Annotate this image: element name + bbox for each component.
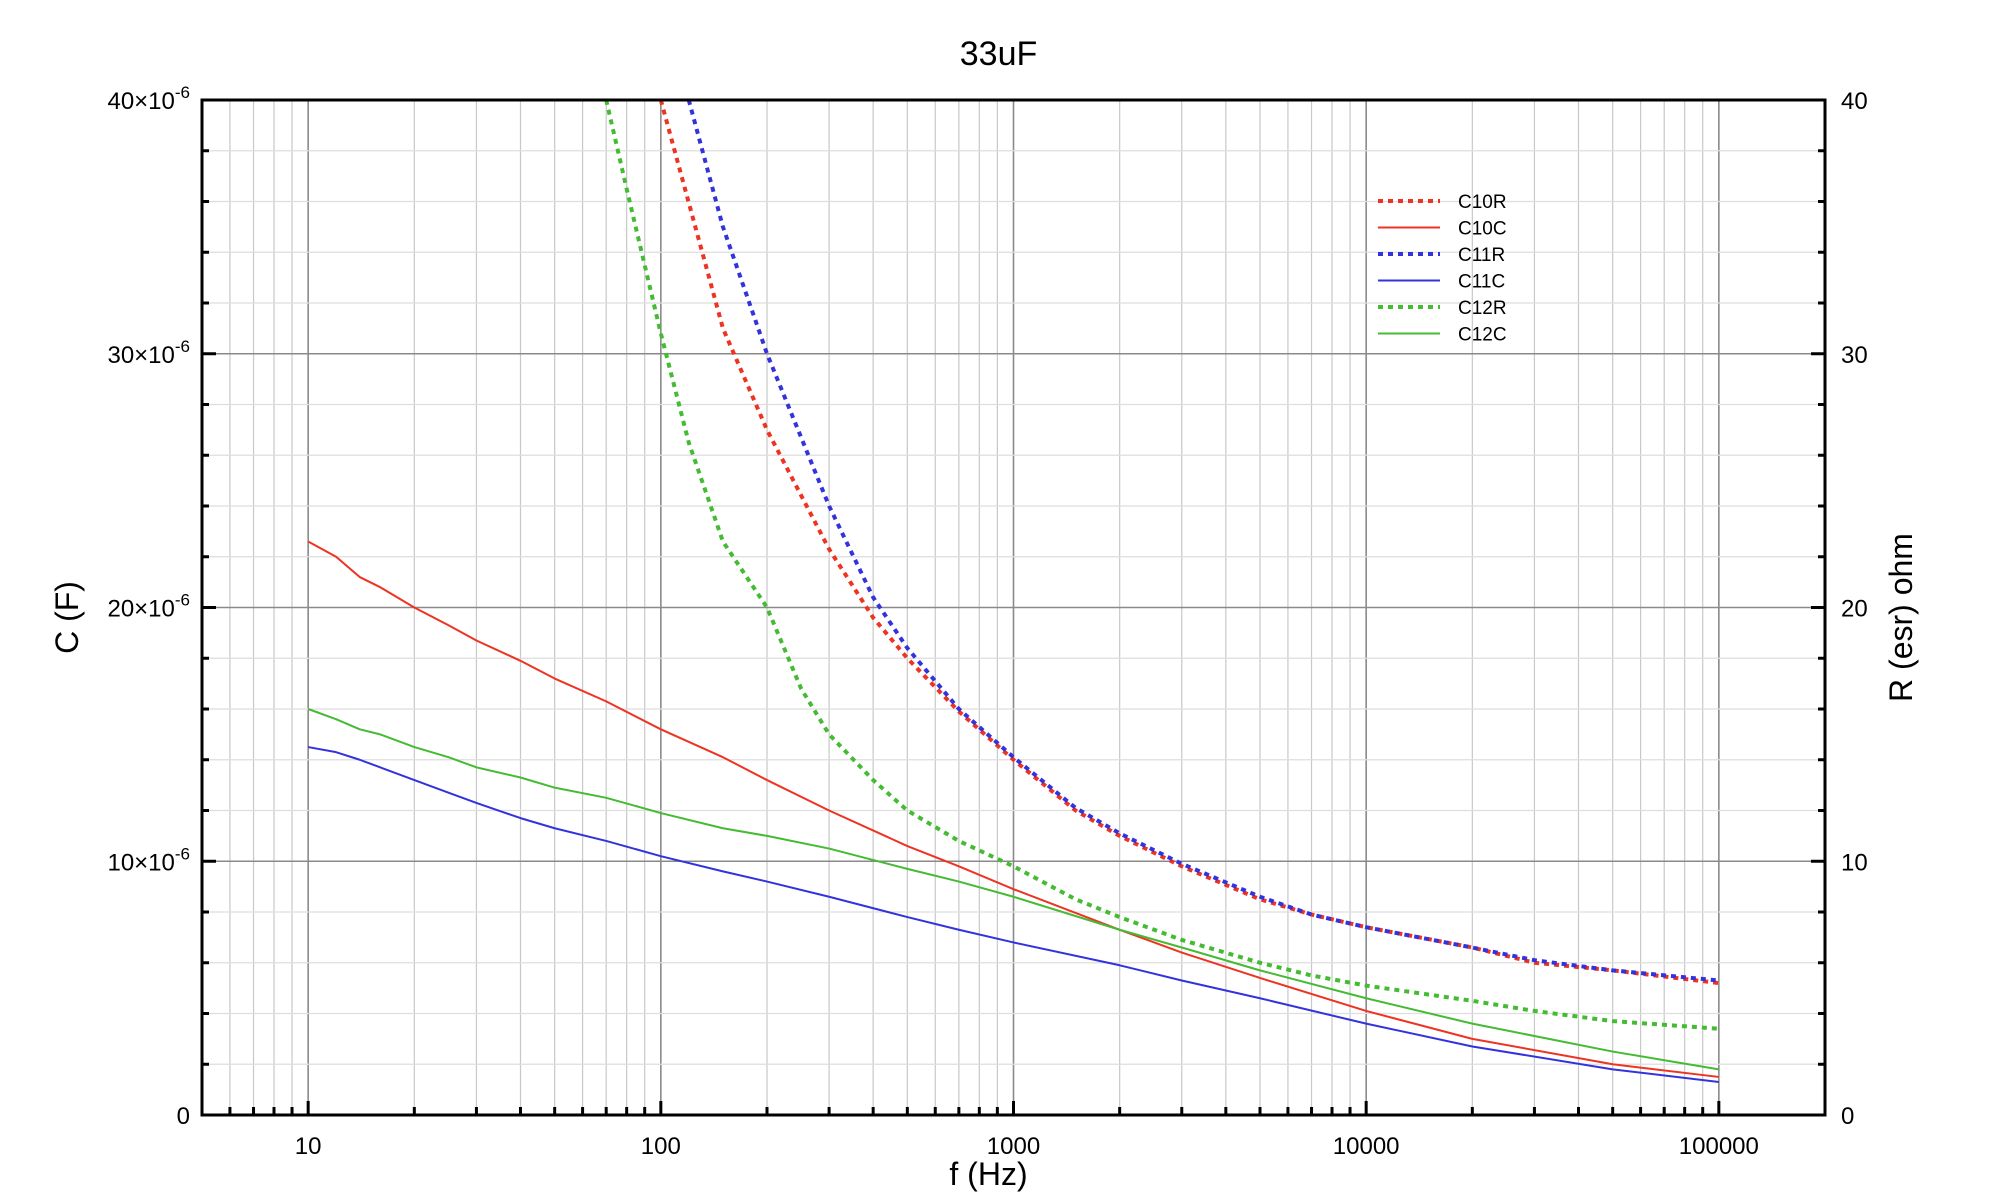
legend-label-c12r: C12R <box>1458 298 1507 319</box>
series-lines <box>307 100 1720 1084</box>
y-axis-title: C (F) <box>49 581 85 654</box>
legend-label-c10r: C10R <box>1458 192 1507 213</box>
grid <box>201 100 1826 1115</box>
y2-tick-label: 40 <box>1841 88 1868 115</box>
chart-title: 33uF <box>960 35 1038 73</box>
legend: C10R C10C C11R C11C C12R C12C <box>1378 192 1507 346</box>
x-tick-label: 1000 <box>987 1133 1040 1160</box>
x-tick-label: 100000 <box>1679 1133 1759 1160</box>
x-axis-title: f (Hz) <box>949 1156 1027 1192</box>
y-tick-label: 40×10-6 <box>107 83 190 115</box>
y-tick-label: 20×10-6 <box>107 591 190 623</box>
series-c11c <box>307 746 1719 1084</box>
y-tick-label: 30×10-6 <box>107 337 190 369</box>
y2-tick-label: 20 <box>1841 596 1868 623</box>
x-tick-label: 10 <box>295 1133 322 1160</box>
y2-tick-label: 30 <box>1841 342 1868 369</box>
series-c11r <box>686 100 1720 983</box>
y-tick-label: 0 <box>177 1103 190 1130</box>
y2-tick-label: 10 <box>1841 849 1868 876</box>
y-tick-label: 10×10-6 <box>107 844 190 876</box>
axis-ticks: 10 100 1000 10000 100000010×10-620×10-630×10… <box>107 83 1867 1160</box>
series-c12r <box>604 100 1719 1031</box>
x-tick-label: 10000 <box>1333 1133 1400 1160</box>
legend-label-c10c: C10C <box>1458 219 1507 240</box>
legend-label-c11c: C11C <box>1458 272 1505 293</box>
y2-axis-title: R (esr) ohm <box>1883 533 1919 702</box>
series-c12c <box>307 708 1720 1071</box>
series-c10c <box>307 540 1719 1078</box>
legend-label-c12c: C12C <box>1458 325 1507 346</box>
y2-tick-label: 0 <box>1841 1103 1854 1130</box>
x-tick-label: 100 <box>641 1133 681 1160</box>
legend-label-c11r: C11R <box>1458 245 1505 266</box>
